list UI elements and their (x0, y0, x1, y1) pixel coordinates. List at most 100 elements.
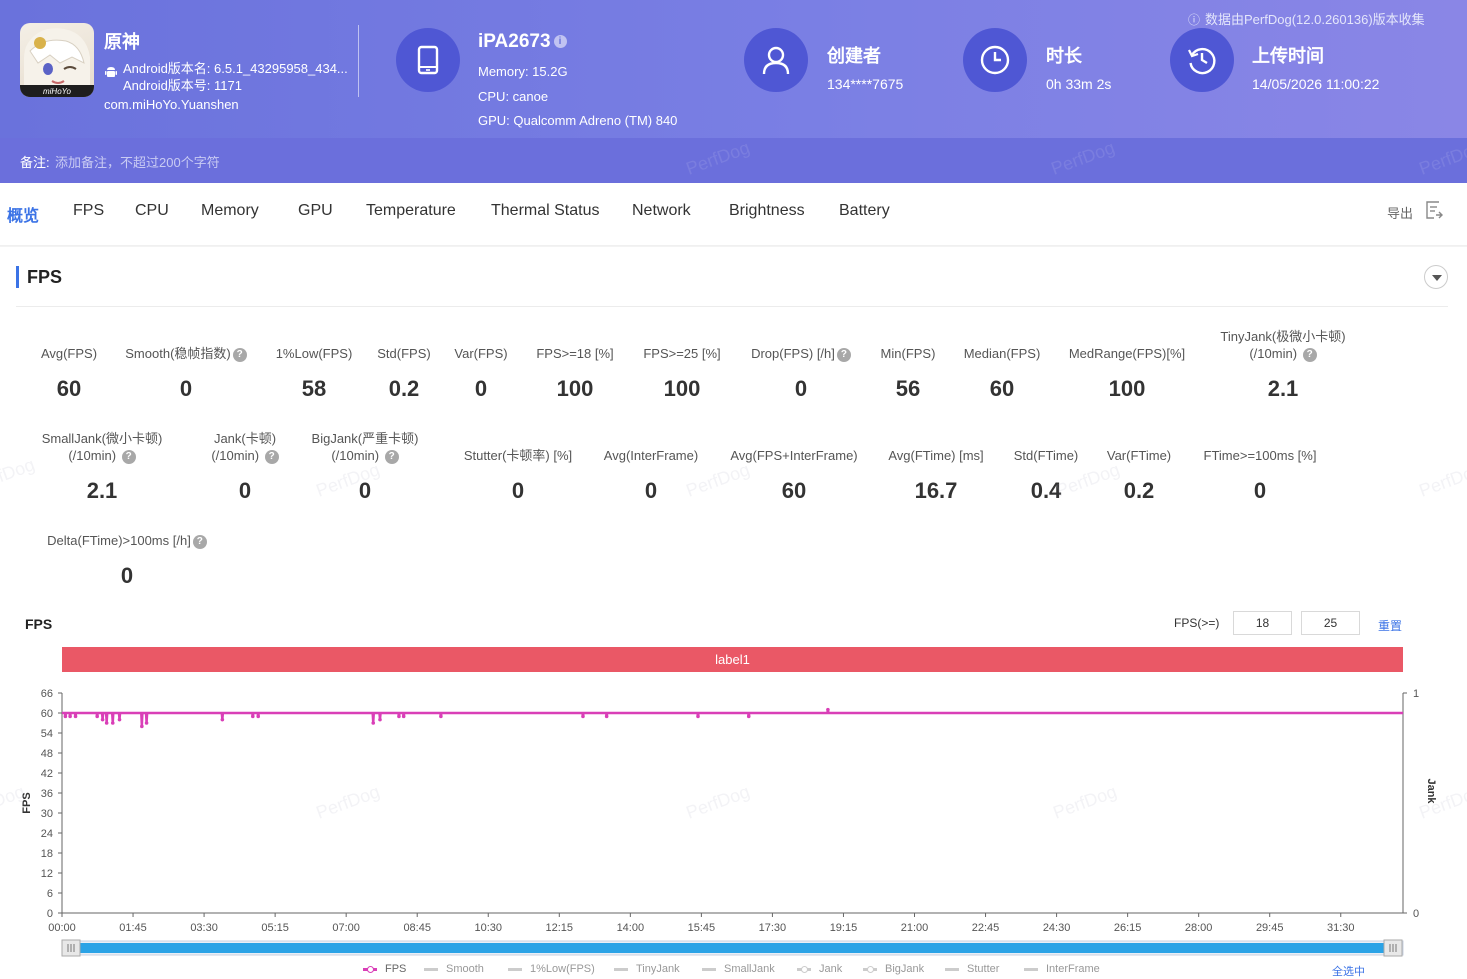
tab-fps[interactable]: FPS (73, 202, 105, 219)
metric-label: Avg(InterFrame) (541, 447, 761, 464)
x-tick-label: 29:45 (1256, 922, 1284, 934)
legend-item-interframe[interactable]: InterFrame (1024, 963, 1100, 975)
metric-label-text: Std(FTime) (1013, 448, 1079, 463)
device-info-icon[interactable]: i (553, 35, 567, 49)
tab-battery[interactable]: Battery (839, 202, 890, 219)
tab-bar: 概览 FPS CPU Memory GPU Temperature Therma… (0, 183, 1467, 246)
app-name: 原神 (104, 32, 140, 52)
fps-threshold-input-2[interactable]: 25 (1301, 611, 1360, 635)
legend-label: BigJank (885, 963, 925, 975)
fps-threshold-label: FPS(>=) (1174, 616, 1220, 630)
metric-label-text: SmallJank(微小卡顿) (41, 431, 163, 446)
help-icon[interactable]: ? (232, 347, 247, 362)
app-avatar-icon: miHoYo (20, 28, 94, 97)
zoom-handle-left (61, 939, 81, 957)
section-title: FPS (27, 267, 63, 287)
help-icon[interactable]: ? (192, 534, 207, 549)
metric-sublabel-text: (/10min) (68, 448, 117, 463)
note-input[interactable]: 添加备注，不超过200个字符 (55, 155, 220, 170)
note-bar: 备注: 添加备注，不超过200个字符 PerfDog PerfDog PerfD… (0, 137, 1467, 183)
legend-item-smooth[interactable]: Smooth (424, 963, 484, 975)
metric-label-text: Drop(FPS) [/h] (751, 346, 835, 361)
metric-label: TinyJank(极微小卡顿) (1173, 328, 1393, 345)
help-icon[interactable]: ? (836, 347, 851, 362)
metric-1-low-fps: 1%Low(FPS) 58 (204, 345, 424, 402)
metric-sublabel: (/10min) ? (0, 447, 212, 464)
export-button[interactable]: 导出 (1387, 206, 1414, 221)
watermark: PerfDog (1416, 137, 1467, 179)
metric-medrange-fps: MedRange(FPS)[%] 100 (1017, 345, 1237, 402)
creator-title: 创建者 (827, 46, 881, 66)
label-band[interactable]: label1 (62, 647, 1403, 672)
version-code: Android版本号: 1171 (123, 78, 242, 93)
tab-brightness[interactable]: Brightness (729, 202, 805, 219)
metric-jank: Jank(卡顿) (/10min) ? 0 (135, 430, 355, 504)
legend-label: Stutter (967, 963, 1000, 975)
metric-fps-18: FPS>=18 [%] 100 (465, 345, 685, 402)
metric-label: FPS>=18 [%] (465, 345, 685, 362)
metric-sublabel-text: (/10min) (1249, 346, 1298, 361)
metric-label: Std(FPS) (294, 345, 514, 362)
select-all-button[interactable]: 全选中 (1332, 966, 1365, 978)
fps-point (604, 714, 609, 719)
tab-thermal-status[interactable]: Thermal Status (491, 202, 600, 219)
metric-label-text: Avg(FPS) (40, 346, 98, 361)
metric-avg-fps-interframe: Avg(FPS+InterFrame) 60 (684, 447, 904, 504)
help-icon[interactable]: ? (384, 449, 399, 464)
metric-label: Jank(卡顿) (135, 430, 355, 447)
tab-temperature[interactable]: Temperature (366, 202, 456, 219)
metric-median-fps: Median(FPS) 60 (892, 345, 1112, 402)
metric-min-fps: Min(FPS) 56 (798, 345, 1018, 402)
y-tick-label: 54 (41, 728, 53, 740)
metric-label: MedRange(FPS)[%] (1017, 345, 1237, 362)
metric-label: Smooth(稳帧指数)? (76, 345, 296, 362)
x-tick-label: 21:00 (901, 922, 929, 934)
metric-smalljank: SmallJank(微小卡顿) (/10min) ? 2.1 (0, 430, 212, 504)
fps-threshold-input-1[interactable]: 18 (1233, 611, 1292, 635)
tab-overview[interactable]: 概览 (7, 208, 40, 225)
y-tick-label: 18 (41, 848, 53, 860)
fps-point (250, 714, 255, 719)
metric-var-fps: Var(FPS) 0 (371, 345, 591, 402)
legend-label: FPS (385, 963, 407, 975)
metric-label: Avg(FPS) (0, 345, 179, 362)
help-icon[interactable]: ? (121, 449, 136, 464)
watermark: PerfDog (1048, 137, 1118, 179)
legend-item-1pct-low[interactable]: 1%Low(FPS) (508, 963, 595, 975)
tab-memory[interactable]: Memory (201, 202, 259, 219)
source-note: ⓘ 数据由PerfDog(12.0.260136)版本收集 (1188, 9, 1425, 28)
watermark: PerfDog (313, 781, 383, 823)
fps-point (63, 714, 68, 719)
y-tick-label: 60 (41, 708, 53, 720)
legend-item-stutter[interactable]: Stutter (945, 963, 999, 975)
metric-bigjank: BigJank(严重卡顿) (/10min) ? 0 (255, 430, 475, 504)
legend-item-jank[interactable]: Jank (797, 963, 842, 975)
header-divider (358, 25, 359, 97)
upload-title: 上传时间 (1252, 46, 1324, 66)
watermark: PerfDog (1416, 459, 1467, 501)
fps-point (581, 714, 585, 719)
metric-ftime-100ms: FTime>=100ms [%] 0 (1150, 447, 1370, 504)
zoom-range (71, 943, 1392, 953)
tab-cpu[interactable]: CPU (135, 202, 169, 219)
collapse-chevron-icon[interactable] (1424, 265, 1448, 289)
fps-point (144, 721, 149, 725)
legend-item-tinyjank[interactable]: TinyJank (614, 963, 680, 975)
fps-point (110, 721, 115, 725)
help-icon[interactable]: ? (1302, 347, 1317, 362)
export-icon[interactable] (1424, 200, 1444, 220)
metric-sublabel-text: (/10min) (211, 448, 260, 463)
x-tick-label: 28:00 (1185, 922, 1213, 934)
metric-value: 2.1 (1267, 376, 1299, 401)
y-tick-label: 12 (41, 868, 53, 880)
legend-item-smalljank[interactable]: SmallJank (702, 963, 775, 975)
note-label: 备注: (20, 155, 50, 170)
legend-item-fps[interactable]: FPS (363, 963, 406, 975)
tab-gpu[interactable]: GPU (298, 202, 333, 219)
legend-item-bigjank[interactable]: BigJank (863, 963, 924, 975)
tab-network[interactable]: Network (632, 202, 691, 219)
help-icon[interactable]: ? (264, 449, 279, 464)
x-tick-label: 10:30 (474, 922, 502, 934)
legend-label: SmallJank (724, 963, 775, 975)
reset-button[interactable]: 重置 (1378, 619, 1403, 633)
